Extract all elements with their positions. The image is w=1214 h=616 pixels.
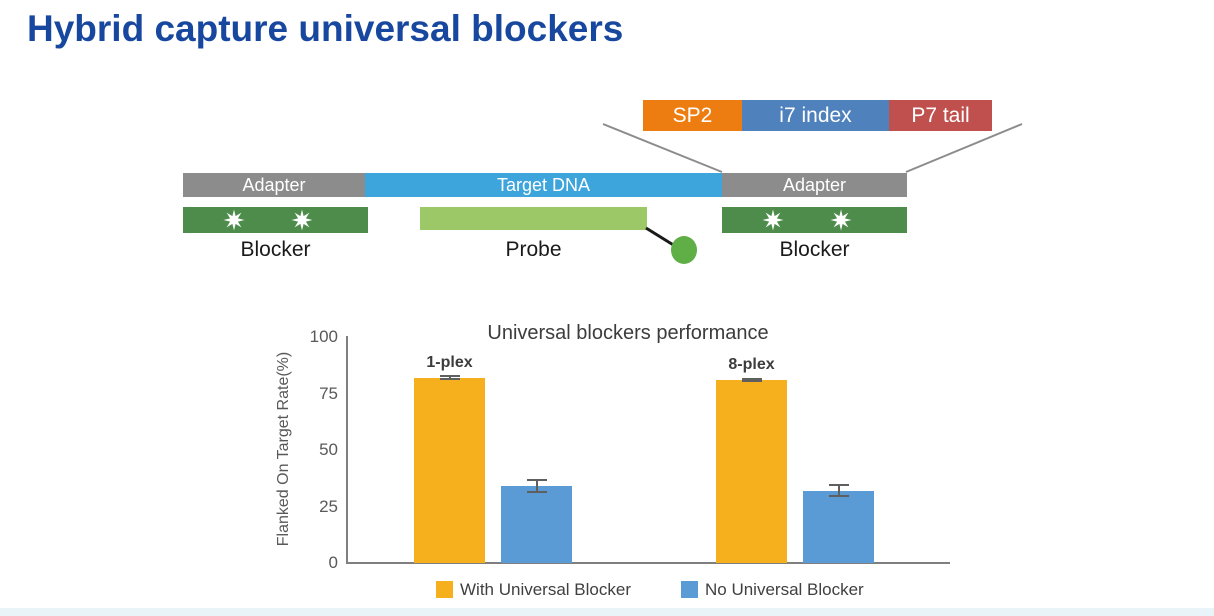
error-bar-cap [526, 490, 547, 493]
target-dna-segment: Target DNA [365, 173, 722, 197]
error-bar-cap [741, 380, 762, 383]
chart-title: Universal blockers performance [487, 322, 769, 344]
error-bar-cap [439, 377, 460, 380]
y-tick-label: 100 [309, 327, 338, 346]
probe-pointer-line [645, 226, 676, 248]
error-bar-cap [741, 377, 762, 380]
error-bar-line [448, 375, 451, 380]
chart-bar [501, 486, 572, 563]
blocker-right-label: Blocker [779, 238, 850, 261]
adapter-right-segment-label: Adapter [782, 174, 847, 195]
category-label: 8-plex [728, 355, 775, 373]
blocker-right-bar [722, 207, 907, 233]
sp2-segment-label: SP2 [672, 103, 713, 127]
y-tick-label: 75 [319, 383, 338, 403]
blocker-left-bar [183, 207, 368, 233]
adapter-right-segment: Adapter [722, 173, 907, 197]
legend-label: With Universal Blocker [460, 580, 631, 599]
y-tick-label: 25 [319, 496, 338, 516]
y-tick-label: 50 [319, 440, 338, 459]
probe-bar [420, 207, 647, 230]
chart-bar [716, 379, 787, 563]
error-bar-line [837, 483, 840, 498]
legend-swatch [436, 581, 453, 598]
legend-swatch [681, 581, 698, 598]
chart-bar [803, 490, 874, 563]
error-bar-line [750, 377, 753, 383]
p7-tail-segment: P7 tail [889, 100, 992, 131]
x-axis [346, 562, 950, 564]
i7-index-segment: i7 index [742, 100, 889, 131]
p7-tail-segment-label: P7 tail [911, 103, 970, 127]
error-bar-cap [828, 483, 849, 486]
error-bar-cap [526, 479, 547, 482]
probe-label: Probe [505, 238, 562, 261]
adapter-left-segment-label: Adapter [242, 174, 306, 195]
error-bar-cap [439, 375, 460, 378]
blocker-left-label: Blocker [240, 238, 311, 261]
i7-index-segment-label: i7 index [779, 103, 852, 127]
slide-title: Hybrid capture universal blockers [27, 8, 624, 49]
y-tick-label: 0 [328, 553, 338, 572]
footer-strip [0, 608, 1214, 616]
chart-bar [414, 377, 485, 563]
adapter-left-segment: Adapter [183, 173, 365, 197]
connector-line-left [602, 123, 723, 173]
connector-line-right [905, 123, 1023, 173]
category-label: 1-plex [426, 353, 473, 371]
error-bar-cap [828, 495, 849, 498]
y-axis [346, 336, 348, 564]
target-dna-segment-label: Target DNA [496, 174, 591, 195]
probe-bead-icon [671, 236, 697, 264]
sp2-segment: SP2 [643, 100, 742, 131]
error-bar-line [535, 479, 538, 493]
legend-label: No Universal Blocker [705, 580, 864, 599]
